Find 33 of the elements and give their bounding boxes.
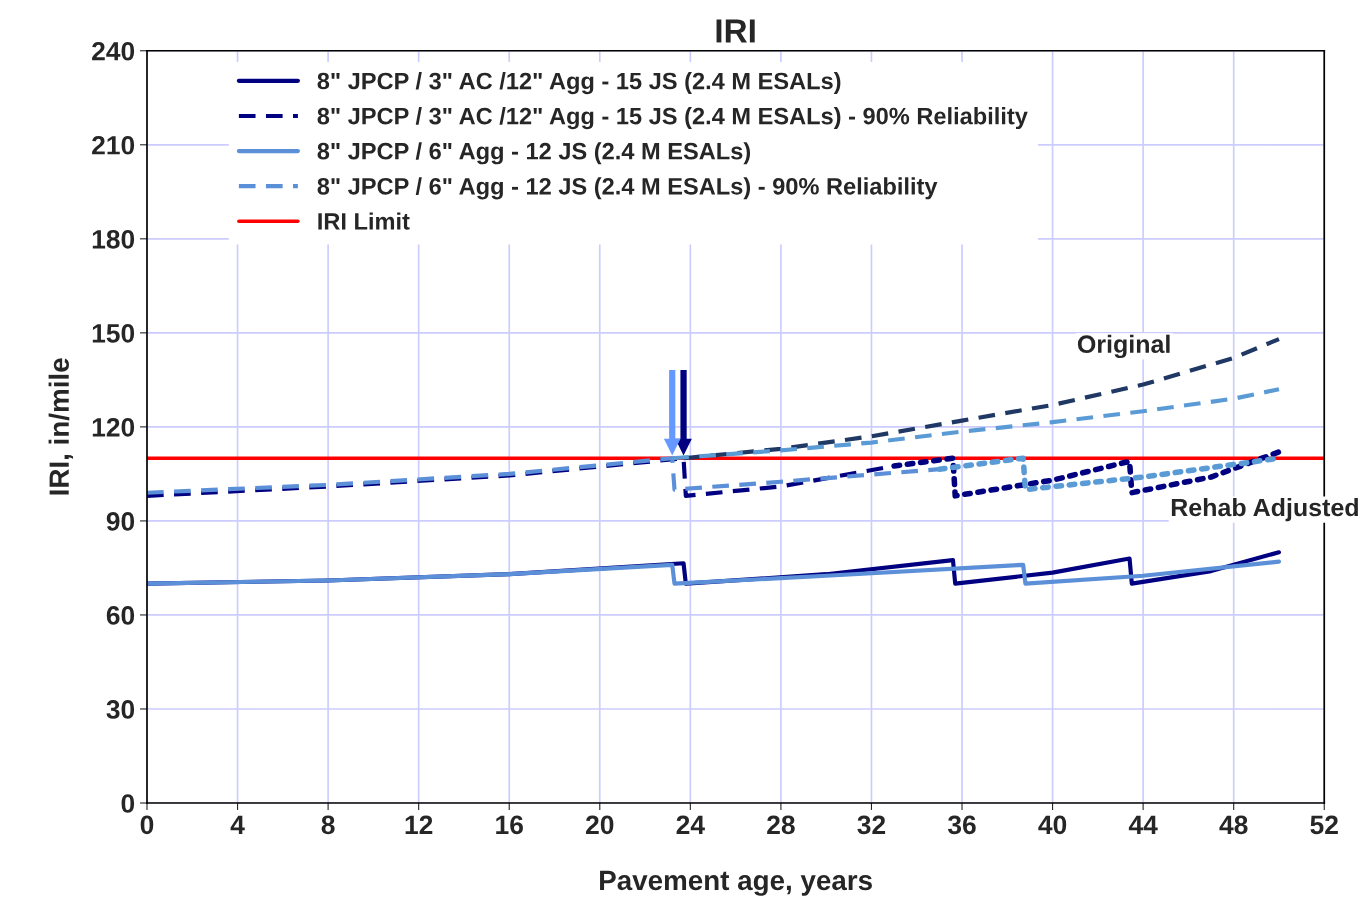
x-tick-label: 20 [586, 815, 614, 835]
x-axis-title: Pavement age, years [600, 870, 872, 896]
y-tick-label: 90 [106, 512, 135, 531]
y-tick-label: 240 [92, 41, 135, 61]
y-tick-label: 150 [92, 323, 135, 343]
y-tick-label: 120 [92, 418, 135, 437]
annotation: Rehab Adjusted [1171, 497, 1358, 522]
legend-label: 8" JPCP / 3" AC /12" Agg - 15 JS (2.4 M ESALs) [317, 72, 841, 95]
x-tick-label: 28 [767, 815, 795, 835]
chart-title: IRI [716, 19, 755, 43]
y-tick-label: 60 [106, 606, 135, 625]
x-tick-label: 0 [140, 815, 154, 835]
x-tick-label: 8 [321, 815, 335, 835]
y-tick-label: 210 [92, 135, 135, 155]
x-tick-label: 44 [1128, 815, 1158, 834]
x-tick-label: 12 [405, 815, 433, 834]
x-tick-label: 52 [1310, 815, 1338, 835]
legend-label: 8" JPCP / 6" Agg - 12 JS (2.4 M ESALs) [317, 142, 751, 165]
x-tick-label: 40 [1038, 815, 1067, 835]
x-tick-label: 36 [947, 815, 976, 835]
x-tick-label: 16 [496, 815, 523, 835]
x-tick-label: 32 [857, 815, 886, 835]
legend-label: 8" JPCP / 6" Agg - 12 JS (2.4 M ESALs) - 90% Reliability [317, 177, 938, 200]
x-tick-label: 48 [1219, 815, 1248, 835]
legend-label: 8" JPCP / 3" AC /12" Agg - 15 JS (2.4 M ESALs) - 90% Reliability [317, 107, 1028, 130]
y-tick-label: 180 [92, 229, 135, 249]
x-tick-label: 4 [230, 815, 245, 834]
legend-label: IRI Limit [318, 212, 410, 230]
y-tick-label: 30 [106, 700, 135, 719]
annotation: Original [1077, 334, 1170, 359]
y-axis-title: IRI, in/mile [48, 358, 74, 495]
y-tick-label: 0 [121, 794, 135, 813]
x-tick-label: 24 [676, 815, 705, 834]
